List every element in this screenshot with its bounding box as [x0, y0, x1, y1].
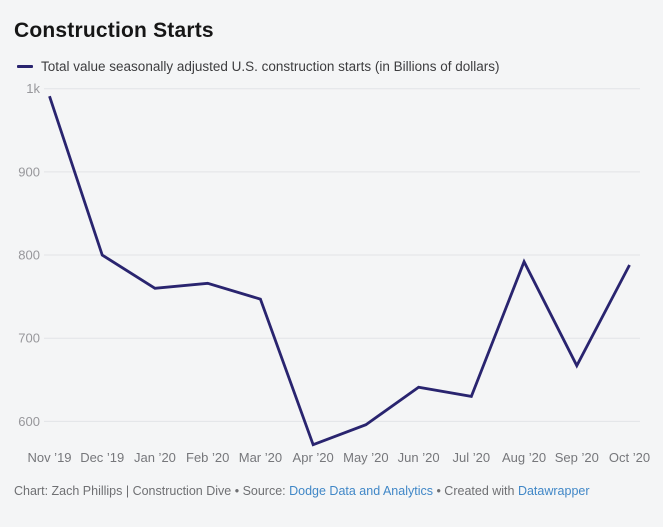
x-axis-tick-label: Mar ’20 [239, 450, 282, 465]
footer-byline: Chart: Zach Phillips | Construction Dive [14, 484, 235, 498]
x-axis-tick-label: May ’20 [343, 450, 389, 465]
x-axis-tick-label: Nov ’19 [27, 450, 71, 465]
x-axis-tick-label: Feb ’20 [186, 450, 229, 465]
y-axis-tick-label: 700 [18, 331, 40, 346]
chart-title: Construction Starts [14, 19, 214, 42]
x-axis-tick-label: Jul ’20 [453, 450, 491, 465]
legend-label: Total value seasonally adjusted U.S. con… [41, 59, 500, 74]
x-axis-tick-label: Jun ’20 [398, 450, 440, 465]
legend: Total value seasonally adjusted U.S. con… [17, 59, 499, 74]
footer-bullet: • [234, 484, 240, 498]
datawrapper-link[interactable]: Datawrapper [517, 484, 590, 498]
x-axis-tick-label: Oct ’20 [609, 450, 650, 465]
x-axis-tick-label: Dec ’19 [80, 450, 124, 465]
footer-source-label: Source: [239, 484, 290, 498]
x-axis-tick-label: Apr ’20 [293, 450, 334, 465]
x-axis-tick-label: Sep ’20 [555, 450, 599, 465]
y-axis-tick-label: 600 [18, 414, 40, 429]
y-axis-tick-label: 900 [18, 164, 40, 179]
x-axis-tick-label: Jan ’20 [134, 450, 176, 465]
y-axis-tick-label: 1k [26, 81, 40, 96]
data-line-series [48, 95, 631, 447]
chart-footer: Chart: Zach Phillips | Construction Dive… [14, 484, 590, 498]
x-axis-tick-label: Aug ’20 [502, 450, 546, 465]
source-link[interactable]: Dodge Data and Analytics [289, 484, 433, 498]
y-axis-tick-label: 800 [18, 248, 40, 263]
footer-bullet-2: • [432, 484, 445, 498]
footer-created-label: Created with [444, 484, 518, 498]
legend-line-swatch-icon [17, 65, 33, 68]
